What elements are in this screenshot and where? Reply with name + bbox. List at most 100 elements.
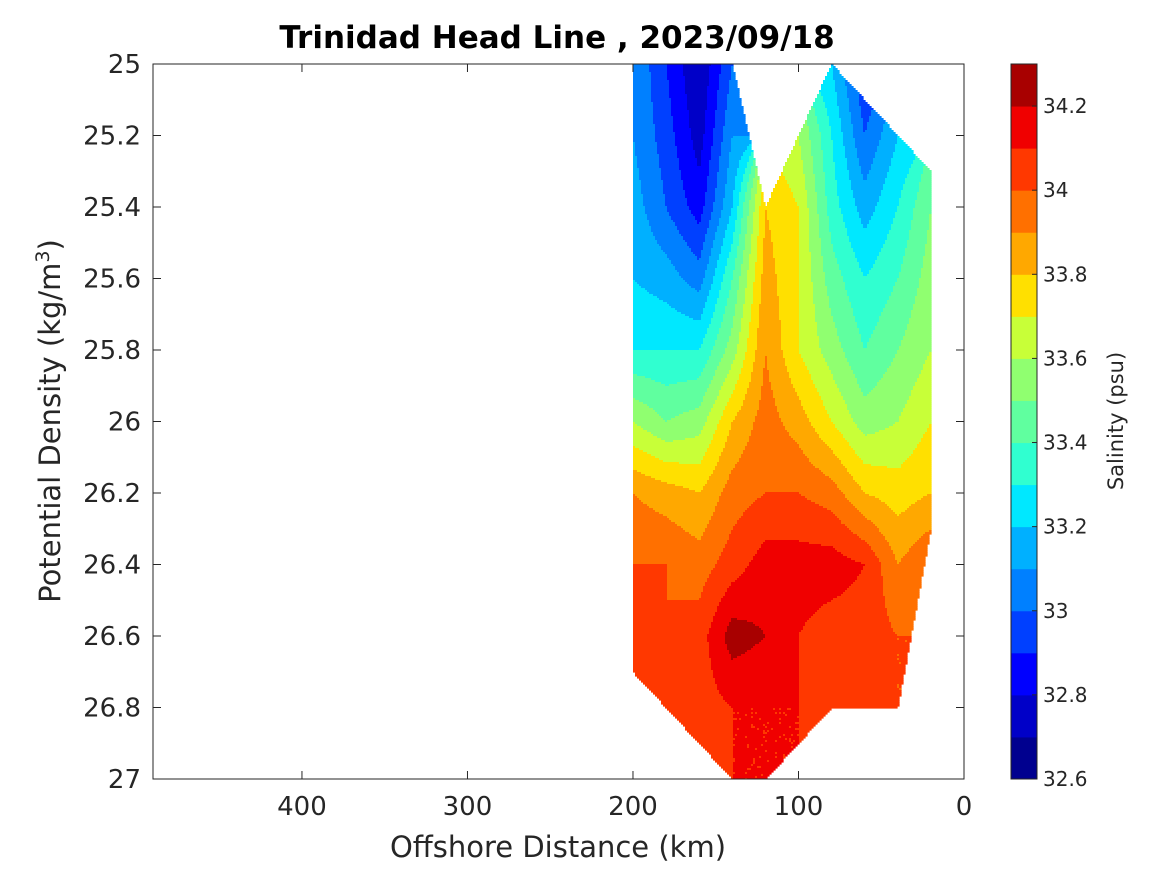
contour-cell [771, 386, 794, 389]
contour-cell [763, 266, 776, 269]
contour-cell [685, 280, 704, 283]
contour-cell [745, 398, 762, 401]
contour-cell [765, 224, 770, 227]
contour-cell [811, 500, 850, 503]
contour-cell [665, 384, 670, 387]
contour-cell [845, 288, 894, 291]
contour-cell [753, 226, 760, 229]
contour-cell [633, 590, 668, 593]
contour-cell [853, 136, 882, 139]
contour-cell [901, 414, 932, 417]
contour-cell [853, 128, 864, 131]
contour-cell [751, 248, 758, 251]
contour-cell [799, 304, 816, 307]
contour-cell [649, 406, 700, 409]
contour-cell [667, 582, 706, 585]
contour-cell [923, 264, 932, 267]
contour-cell [661, 702, 728, 705]
contour-cell [653, 234, 682, 237]
contour-cell [707, 450, 724, 453]
contour-cell [887, 172, 910, 175]
contour-cell [689, 114, 706, 117]
contour-cell [907, 458, 932, 461]
contour-cell [855, 252, 880, 255]
contour-cell [695, 218, 702, 221]
contour-cell [667, 596, 702, 599]
contour-cell [643, 194, 666, 197]
contour-cell [701, 254, 712, 257]
contour-cell [665, 706, 732, 709]
contour-cell [915, 204, 932, 207]
contour-cell [671, 110, 690, 113]
contour-cell [831, 240, 850, 243]
contour-cell [687, 98, 708, 101]
contour-cell [765, 356, 768, 359]
contour-cell [735, 314, 744, 317]
contour-cell [743, 366, 754, 369]
contour-cell [683, 238, 706, 241]
contour-cell [719, 84, 730, 87]
contour-cell [763, 542, 810, 545]
contour-cell [717, 338, 730, 341]
contour-cell [799, 290, 814, 293]
contour-cell [809, 236, 820, 239]
contour-cell [811, 106, 814, 109]
contour-cell [823, 266, 840, 269]
contour-cell [633, 64, 650, 67]
contour-cell [709, 656, 732, 659]
contour-cell [751, 154, 754, 157]
contour-cell [671, 108, 688, 111]
contour-cell [857, 454, 912, 457]
contour-cell [657, 436, 696, 439]
contour-cell [777, 740, 790, 743]
contour-cell [633, 664, 712, 667]
contour-cell [759, 208, 800, 211]
contour-cell [753, 646, 800, 649]
contour-cell [781, 338, 800, 341]
contour-cell [833, 154, 846, 157]
contour-cell [877, 382, 916, 385]
contour-cell [655, 126, 674, 129]
contour-cell [667, 598, 700, 601]
contour-cell [769, 224, 800, 227]
contour-cell [727, 402, 744, 405]
contour-cell [799, 206, 808, 209]
contour-cell [721, 766, 734, 769]
contour-cell [913, 544, 928, 547]
contour-cell [739, 576, 858, 579]
contour-cell [877, 148, 896, 151]
contour-cell [855, 376, 884, 379]
contour-cell [715, 344, 728, 347]
contour-cell [799, 690, 902, 693]
contour-cell [855, 204, 878, 207]
contour-cell [861, 166, 872, 169]
contour-cell [883, 586, 922, 589]
contour-cell [711, 626, 728, 629]
contour-cell [799, 244, 810, 247]
contour-cell [789, 740, 792, 743]
contour-cell [727, 106, 744, 109]
contour-cell [695, 288, 702, 291]
contour-cell [725, 406, 742, 409]
contour-cell [847, 408, 904, 411]
contour-cell [781, 320, 800, 323]
contour-cell [759, 756, 762, 759]
contour-cell [799, 710, 830, 713]
contour-cell [763, 380, 770, 383]
contour-cell [809, 208, 818, 211]
contour-cell [877, 146, 896, 149]
contour-cell [753, 760, 756, 763]
contour-cell [755, 352, 784, 355]
contour-cell [733, 734, 736, 737]
contour-cell [709, 164, 720, 167]
contour-cell [901, 196, 918, 199]
contour-cell [647, 214, 670, 217]
contour-cell [863, 120, 870, 123]
contour-cell [663, 180, 684, 183]
contour-cell [901, 558, 926, 561]
contour-cell [713, 672, 800, 675]
contour-cell [799, 724, 816, 727]
contour-cell [761, 392, 774, 395]
contour-cell [725, 634, 766, 637]
contour-cell [715, 308, 726, 311]
